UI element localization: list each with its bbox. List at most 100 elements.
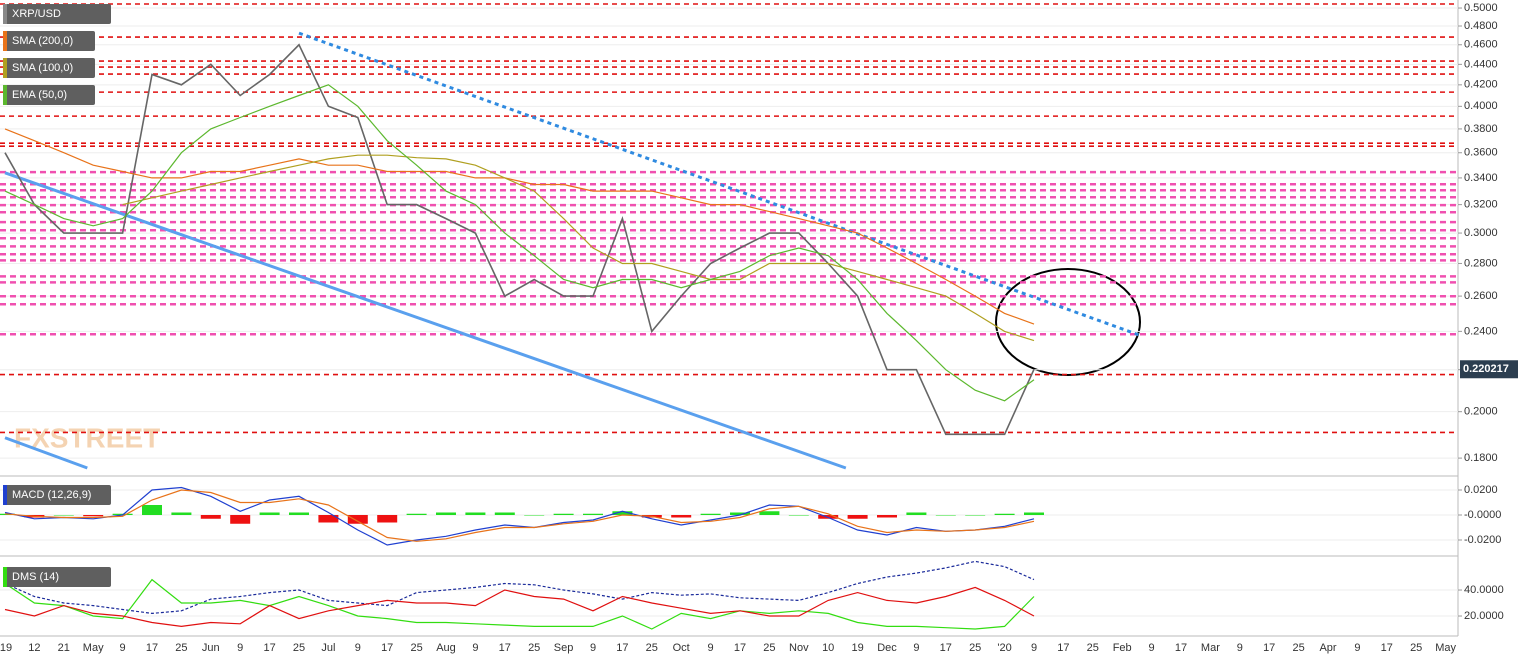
x-tick-label: 17: [1057, 642, 1069, 654]
series-line: [4, 586, 1035, 628]
y-tick-label: 0.3600: [1464, 147, 1498, 159]
histogram-bar: [759, 511, 780, 515]
x-tick-label: 9: [1031, 642, 1037, 654]
x-tick-label: 25: [646, 642, 658, 654]
y-tick-label: 0.4000: [1464, 100, 1498, 112]
histogram-bar: [583, 513, 603, 515]
annotation-circle: [995, 268, 1141, 376]
x-tick-label: 17: [146, 642, 158, 654]
x-tick-label: '20: [997, 642, 1011, 654]
x-tick-label: Sep: [554, 642, 574, 654]
y-tick-label: 0.3000: [1464, 227, 1498, 239]
legend-box: [3, 58, 95, 78]
x-tick-label: 17: [1263, 642, 1275, 654]
legend-stripe: [3, 31, 7, 51]
histogram-bar: [524, 515, 545, 516]
x-tick-label: 17: [1381, 642, 1393, 654]
x-tick-label: 25: [528, 642, 540, 654]
x-tick-label: 9: [472, 642, 478, 654]
y-tick-label: 0.3200: [1464, 199, 1498, 211]
legend-box: [3, 485, 111, 505]
legend-title: XRP/USD: [12, 8, 61, 20]
x-tick-label: '19: [0, 642, 12, 654]
histogram-bar: [347, 515, 368, 524]
legend-box: [3, 4, 111, 24]
y-tick-label: 0.4400: [1464, 58, 1498, 70]
histogram-bar: [171, 512, 192, 515]
histogram-bar: [847, 515, 868, 519]
series-line: [4, 84, 1035, 402]
y-tick-label: 0.2600: [1464, 290, 1498, 302]
legend-title: DMS (14): [12, 571, 59, 583]
x-tick-label: 25: [1292, 642, 1304, 654]
y-tick-label: 0.4200: [1464, 79, 1498, 91]
histogram-bar: [377, 515, 398, 523]
histogram-bar: [994, 513, 1015, 515]
x-tick-label: 17: [734, 642, 746, 654]
x-tick-label: 25: [293, 642, 305, 654]
histogram-bar: [318, 515, 339, 523]
histogram-bar: [200, 515, 221, 519]
y-tick-label: 0.5000: [1464, 2, 1498, 14]
histogram-bar: [465, 512, 486, 515]
x-tick-label: May: [83, 642, 104, 654]
histogram-bar: [142, 505, 162, 515]
series-line: [4, 578, 1035, 630]
histogram-bar: [494, 512, 515, 515]
y-tick-label: -0.0200: [1464, 534, 1501, 546]
y-tick-label: 0.2800: [1464, 257, 1498, 269]
price-label: 0.220217: [1463, 363, 1509, 375]
series-line: [4, 489, 1035, 542]
series-line: [4, 43, 1035, 436]
x-tick-label: 9: [355, 642, 361, 654]
histogram-bar: [906, 512, 927, 515]
legend-stripe: [3, 58, 7, 78]
x-tick-label: 9: [237, 642, 243, 654]
y-tick-label: 0.3400: [1464, 172, 1498, 184]
legend-stripe: [3, 85, 7, 105]
histogram-bar: [230, 515, 251, 524]
histogram-bar: [877, 515, 897, 518]
legend-box: [3, 567, 111, 587]
x-tick-label: 12: [28, 642, 40, 654]
histogram-bar: [289, 512, 309, 515]
legend-label: SMA (200,0): [12, 35, 73, 47]
x-tick-label: Mar: [1201, 642, 1220, 654]
x-tick-label: 25: [969, 642, 981, 654]
x-tick-label: 21: [58, 642, 70, 654]
histogram-bar: [788, 515, 809, 516]
histogram-bar: [83, 515, 104, 517]
x-tick-label: 25: [763, 642, 775, 654]
y-tick-label: 0.3800: [1464, 123, 1498, 135]
histogram-bar: [965, 515, 986, 516]
series-line: [4, 128, 1035, 325]
x-tick-label: 17: [263, 642, 275, 654]
x-tick-label: Nov: [789, 642, 809, 654]
y-tick-label: 0.4600: [1464, 39, 1498, 51]
x-tick-label: 9: [120, 642, 126, 654]
x-tick-label: 17: [381, 642, 393, 654]
x-tick-label: 9: [708, 642, 714, 654]
legend-stripe: [3, 567, 7, 587]
x-tick-label: Aug: [436, 642, 456, 654]
x-tick-label: 17: [616, 642, 628, 654]
y-tick-label: 0.2000: [1464, 406, 1498, 418]
x-tick-label: 9: [1149, 642, 1155, 654]
x-tick-label: 9: [913, 642, 919, 654]
legend-stripe: [3, 485, 7, 505]
histogram-bar: [612, 511, 633, 515]
watermark: FXSTREET: [14, 422, 160, 453]
y-tick-label: 40.0000: [1464, 584, 1504, 596]
price-label-box: [1460, 360, 1518, 379]
x-tick-label: 10: [822, 642, 834, 654]
y-tick-label: 0.2400: [1464, 325, 1498, 337]
x-tick-label: 19: [851, 642, 863, 654]
x-tick-label: 9: [1237, 642, 1243, 654]
trend-line: [4, 171, 847, 470]
x-tick-label: 25: [175, 642, 187, 654]
x-tick-label: 9: [1354, 642, 1360, 654]
x-tick-label: 25: [1087, 642, 1099, 654]
x-tick-label: 17: [940, 642, 952, 654]
series-line: [4, 560, 1035, 615]
x-tick-label: Apr: [1319, 642, 1336, 654]
